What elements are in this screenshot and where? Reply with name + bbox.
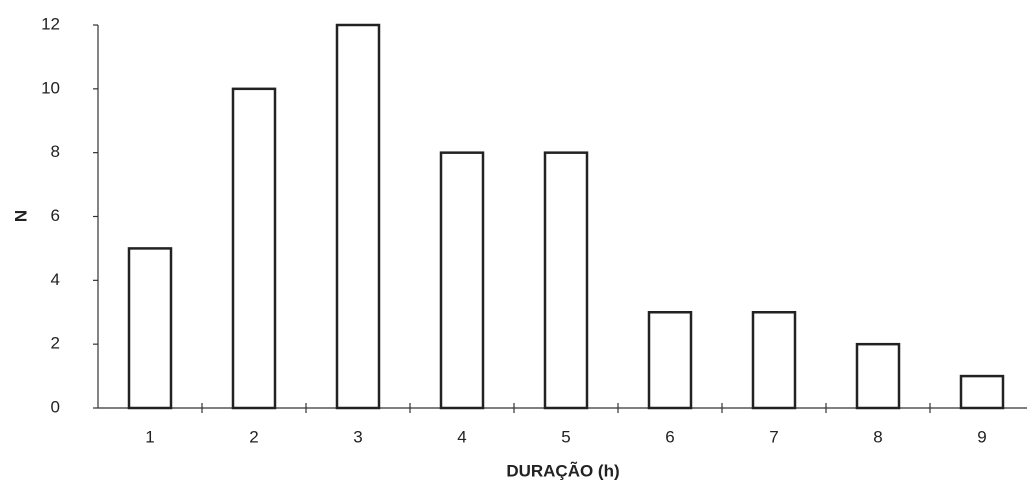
x-tick-label: 4 xyxy=(457,427,466,446)
x-tick-label: 9 xyxy=(977,427,986,446)
y-tick-label: 0 xyxy=(51,397,60,416)
x-tick-label: 5 xyxy=(561,427,570,446)
y-axis-label: N xyxy=(11,210,30,222)
x-axis-label: DURAÇÃO (h) xyxy=(506,460,619,480)
x-tick-label: 7 xyxy=(769,427,778,446)
x-tick-label: 8 xyxy=(873,427,882,446)
bar xyxy=(855,342,901,410)
x-tick-label: 1 xyxy=(145,427,154,446)
bar xyxy=(959,374,1005,410)
x-tick-label: 6 xyxy=(665,427,674,446)
x-tick-label: 2 xyxy=(249,427,258,446)
y-tick-label: 8 xyxy=(51,142,60,161)
bar xyxy=(335,23,381,410)
y-tick-label: 6 xyxy=(51,206,60,225)
bar xyxy=(751,311,797,410)
bar xyxy=(127,247,173,410)
x-tick-label: 3 xyxy=(353,427,362,446)
bar xyxy=(647,311,693,410)
bar xyxy=(231,87,277,410)
y-tick-label: 4 xyxy=(51,270,60,289)
y-tick-label: 10 xyxy=(41,78,60,97)
y-tick-label: 12 xyxy=(41,14,60,33)
y-tick-label: 2 xyxy=(51,334,60,353)
bar xyxy=(439,151,485,410)
bar xyxy=(543,151,589,410)
